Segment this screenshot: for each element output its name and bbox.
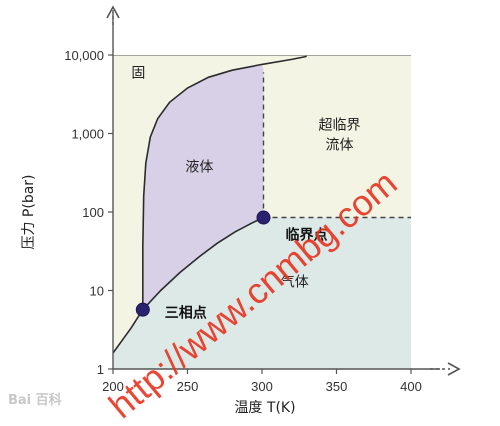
gas-region [113,217,411,369]
y-tick-label: 10 [90,284,104,299]
x-tick-label: 300 [251,379,273,394]
super-region-label: 超临界 [318,118,360,134]
super-region-label: 流体 [325,138,353,154]
triple-point-marker [135,302,150,317]
x-axis-title: 温度 T(K) [234,400,295,416]
x-tick-label: 250 [177,379,199,394]
melting-curve [142,55,307,310]
y-tick-label: 100 [82,205,104,220]
x-axis-arrow-icon [447,362,461,376]
y-axis-arrow-icon [106,5,120,19]
y-tick-label: 1,000 [71,127,104,142]
critical-point-marker [256,210,271,225]
x-tick-label: 350 [326,379,348,394]
axis-ticks: 200 250 300 350 400 1 10 100 1,000 10,000 [64,48,422,394]
baike-logo-text: Bai 百科 [8,392,62,408]
solid-region-label: 固 [131,65,145,81]
x-tick-label: 200 [102,379,124,394]
liquid-region-label: 液体 [185,159,213,175]
x-tick-label: 400 [400,379,422,394]
vaporization-curve [142,216,264,311]
y-axis-title: 压力 P(bar) [21,174,37,249]
y-tick-label: 10,000 [64,48,104,63]
critical-point-label: 临界点 [285,227,327,244]
gas-region-label: 气体 [281,275,309,291]
phase-boundaries [113,55,411,354]
baike-logo: Bai 百科 [8,392,62,408]
triple-point-label: 三相点 [165,305,207,322]
y-tick-label: 1 [97,362,104,377]
liquid-region [142,64,264,310]
special-points: 三相点 临界点 [135,210,327,322]
sublimation-curve [113,309,144,354]
